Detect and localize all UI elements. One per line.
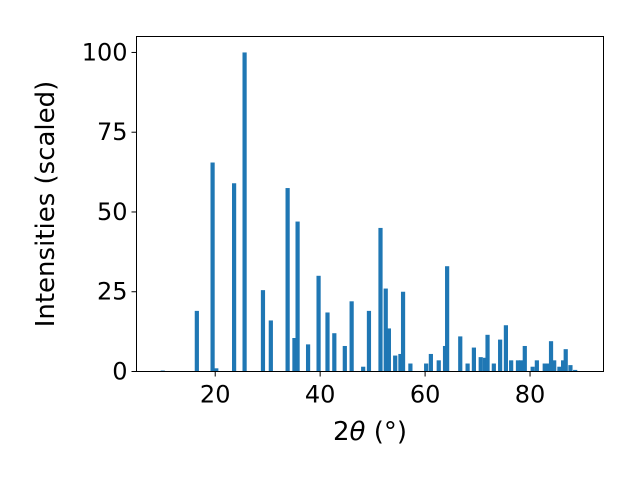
bar [378, 227, 383, 372]
bar [398, 353, 403, 372]
bar [552, 360, 557, 372]
y-tick-label: 25 [97, 278, 128, 306]
bar [485, 334, 490, 372]
y-tick-label: 100 [82, 38, 128, 66]
bar [361, 366, 366, 372]
x-tick-label: 20 [200, 381, 231, 409]
bar [232, 183, 237, 372]
bar [548, 341, 554, 372]
bar [465, 363, 470, 372]
y-tick-label: 0 [112, 358, 127, 386]
bar [428, 353, 433, 372]
x-axis-label-theta: θ [350, 417, 366, 447]
x-tick-label: 40 [305, 381, 336, 409]
bar [342, 345, 347, 372]
bar [482, 357, 488, 372]
bar [349, 301, 354, 372]
bar [519, 360, 524, 372]
bar [515, 360, 521, 372]
y-tick-label: 50 [97, 198, 128, 226]
bar [436, 360, 441, 372]
bar [573, 369, 578, 372]
y-axis-ticks: 0 25 50 75 100 [82, 38, 137, 386]
bar [563, 349, 568, 372]
bar [408, 363, 413, 372]
y-axis-label: Intensities (scaled) [31, 81, 61, 328]
bar [530, 366, 535, 372]
bar [210, 162, 215, 372]
bar [503, 325, 508, 372]
x-axis-label-prefix: 2 [333, 417, 350, 447]
plot-frame [136, 36, 604, 372]
x-tick-label: 60 [410, 381, 441, 409]
bar [546, 363, 551, 372]
bar [295, 221, 300, 372]
bar [260, 290, 266, 372]
bar [242, 52, 247, 372]
bar-series [160, 52, 578, 372]
bar [214, 368, 219, 372]
bar [557, 366, 562, 372]
bar [305, 344, 311, 372]
bar [316, 275, 321, 372]
bar [393, 355, 398, 372]
bar [471, 347, 476, 372]
bar [568, 365, 573, 372]
bar [522, 345, 527, 372]
bar [194, 310, 199, 372]
bar [542, 363, 547, 372]
x-axis-label-unit: (°) [365, 417, 407, 447]
bar [498, 339, 503, 372]
x-axis-label: 2θ (°) [333, 417, 407, 447]
bar [366, 310, 372, 372]
bar [383, 288, 388, 372]
bar [292, 338, 297, 372]
x-axis-ticks: 20 40 60 80 [200, 371, 546, 409]
bar [424, 363, 429, 372]
bar [400, 291, 406, 372]
bar [458, 336, 463, 372]
bar [534, 360, 539, 372]
bar [561, 360, 566, 372]
y-tick-label: 75 [97, 118, 128, 146]
bar [478, 357, 483, 372]
bar [491, 363, 496, 372]
bar [268, 320, 273, 372]
bar [285, 188, 290, 372]
bar [332, 333, 337, 372]
bar [325, 312, 330, 372]
bar [386, 328, 391, 372]
x-tick-label: 80 [515, 381, 546, 409]
bar [445, 266, 450, 372]
bar [509, 360, 514, 372]
